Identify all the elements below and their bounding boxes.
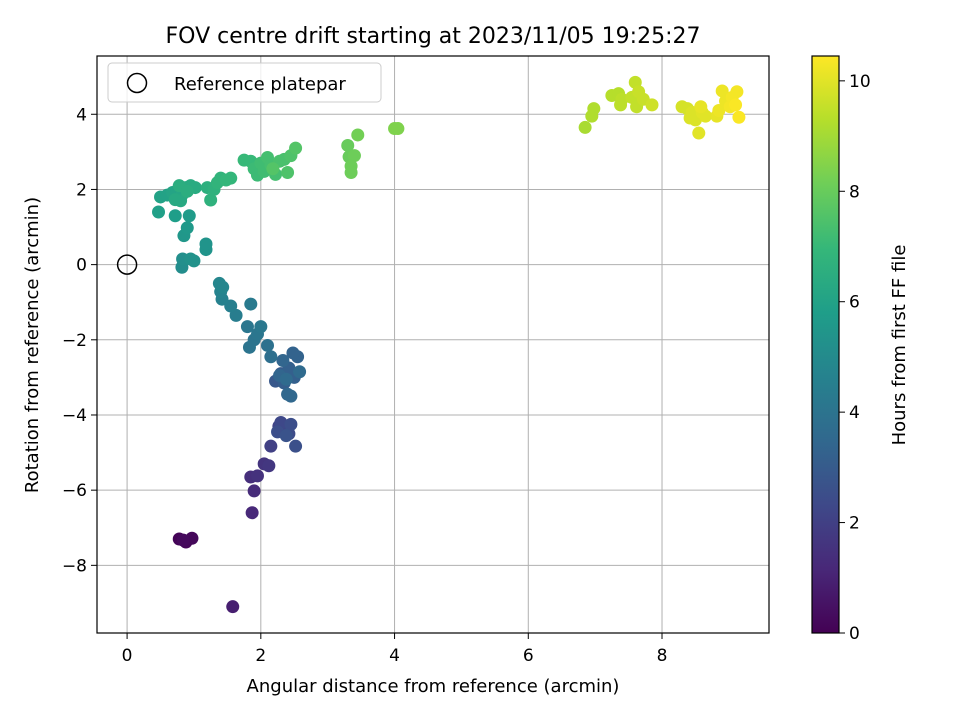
x-tick-label: 4: [389, 646, 400, 666]
data-point: [247, 484, 261, 498]
data-point: [262, 459, 276, 473]
y-tick-label: 0: [76, 256, 87, 276]
data-point: [264, 439, 278, 453]
data-point: [732, 110, 746, 124]
data-point: [578, 120, 592, 134]
data-point: [341, 138, 355, 152]
x-tick-label: 0: [122, 646, 133, 666]
colorbar-tick-label: 2: [849, 514, 860, 534]
data-point: [250, 469, 264, 483]
chart-title: FOV centre drift starting at 2023/11/05 …: [166, 24, 701, 49]
gridlines: [97, 56, 769, 633]
data-point: [266, 162, 280, 176]
legend-entry-reference-platepar: Reference platepar: [174, 74, 346, 95]
data-point: [391, 122, 405, 136]
data-point: [281, 166, 295, 180]
legend-marker-icon: [126, 72, 148, 94]
colorbar-ticks: 0 2 4 6 8 10: [839, 72, 871, 644]
x-tick-label: 8: [657, 646, 668, 666]
colorbar-tick-label: 4: [849, 403, 860, 423]
data-point: [199, 237, 213, 251]
y-tick-label: −2: [62, 331, 87, 351]
data-point: [279, 429, 293, 443]
data-point: [276, 353, 290, 367]
data-point: [226, 600, 240, 614]
data-point: [289, 439, 303, 453]
data-point: [289, 141, 303, 155]
data-point: [254, 320, 268, 334]
data-point: [284, 417, 298, 431]
y-axis-label: Rotation from reference (arcmin): [22, 197, 43, 493]
colorbar-tick-label: 8: [849, 182, 860, 202]
colorbar-label: Hours from first FF file: [889, 245, 910, 446]
data-point: [204, 193, 218, 207]
colorbar-tick-label: 10: [849, 72, 871, 92]
data-point: [284, 389, 298, 403]
colorbar-gradient: [811, 55, 840, 634]
colorbar-tick-label: 6: [849, 293, 860, 313]
data-point: [712, 104, 726, 118]
data-point: [587, 102, 601, 116]
data-point: [344, 166, 358, 180]
data-point: [347, 149, 361, 163]
data-point: [245, 506, 259, 520]
data-point: [244, 297, 258, 311]
data-points: [152, 75, 746, 614]
data-point: [168, 193, 182, 207]
data-point: [168, 209, 182, 223]
data-point: [176, 533, 190, 547]
data-point: [351, 128, 365, 142]
data-point: [264, 350, 278, 364]
data-point: [224, 171, 238, 185]
data-point: [286, 346, 300, 360]
x-axis-ticks: 0 2 4 6 8: [122, 633, 668, 666]
colorbar: 0 2 4 6 8 10 Hours from first FF file: [811, 55, 910, 644]
x-tick-label: 2: [255, 646, 266, 666]
colorbar-tick-label: 0: [849, 624, 860, 644]
data-point: [180, 221, 194, 235]
data-point: [645, 98, 659, 112]
data-point: [240, 320, 254, 334]
data-point: [694, 100, 708, 114]
data-point: [152, 205, 166, 219]
data-point: [182, 209, 196, 223]
data-point: [261, 338, 275, 352]
x-tick-label: 6: [523, 646, 534, 666]
y-tick-label: −4: [62, 406, 87, 426]
y-tick-label: −6: [62, 481, 87, 501]
y-tick-label: 4: [76, 105, 87, 125]
data-point: [187, 254, 201, 268]
data-point: [729, 98, 743, 112]
x-axis-label: Angular distance from reference (arcmin): [247, 676, 620, 697]
y-tick-label: 2: [76, 180, 87, 200]
data-point: [180, 184, 194, 198]
y-axis-ticks: −8 −6 −4 −2 0 2 4: [62, 105, 97, 576]
data-point: [293, 365, 307, 379]
data-point: [216, 280, 230, 294]
data-point: [614, 98, 628, 112]
data-point: [279, 372, 293, 386]
y-tick-label: −8: [62, 556, 87, 576]
legend: Reference platepar: [107, 62, 382, 103]
data-point: [692, 126, 706, 140]
legend-box: [107, 62, 382, 103]
data-point: [715, 84, 729, 98]
data-point: [730, 85, 744, 99]
plot-frame: [96, 55, 770, 634]
reference-platepar-marker: [116, 254, 138, 275]
